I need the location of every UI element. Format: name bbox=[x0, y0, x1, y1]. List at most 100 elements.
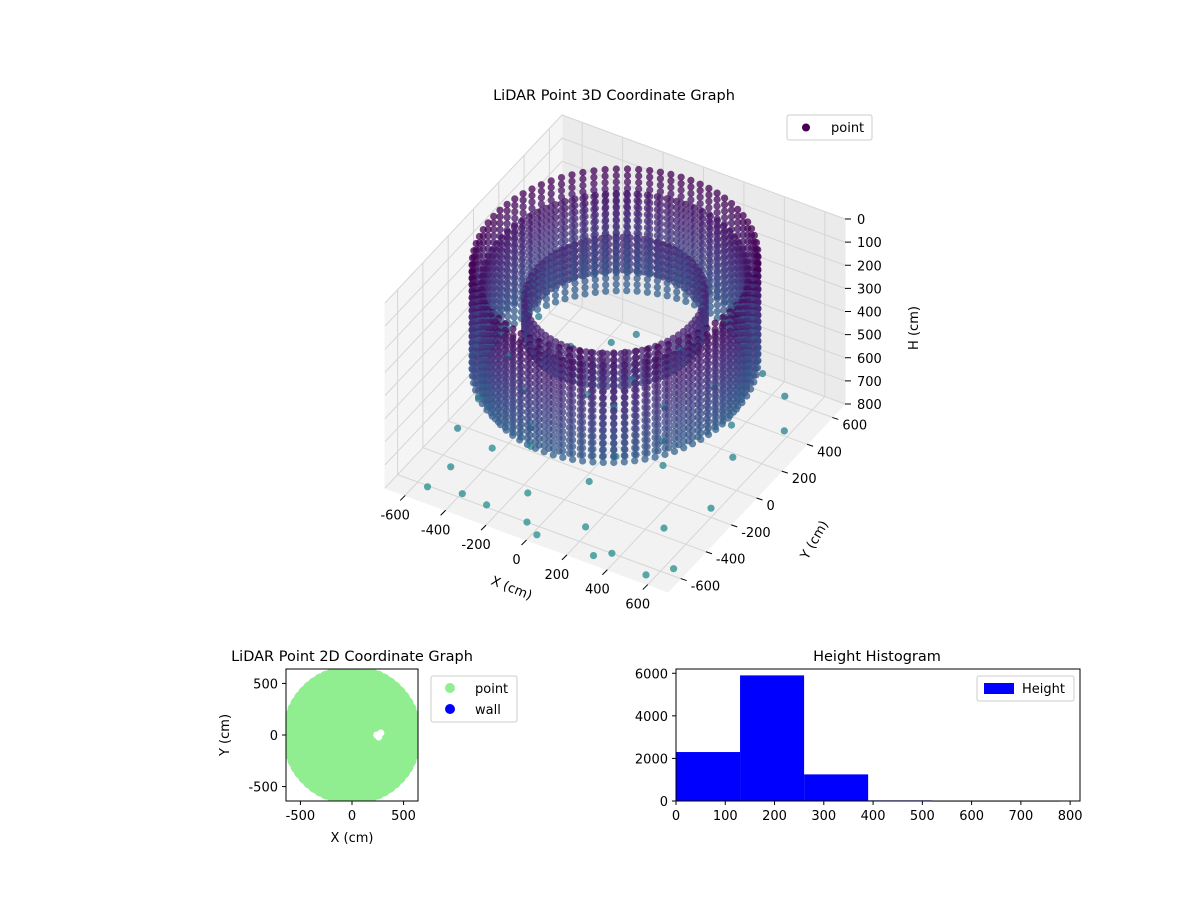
chart-3d-point bbox=[579, 457, 587, 465]
chart-3d-point bbox=[697, 435, 705, 443]
chart-3d-point bbox=[528, 198, 536, 206]
chart-3d-point bbox=[470, 247, 478, 255]
chart-3d-point bbox=[621, 433, 629, 441]
chart-3d-point bbox=[633, 281, 641, 289]
chart-3d-point bbox=[590, 180, 598, 188]
chart-3d-point bbox=[598, 427, 607, 435]
chart-3d-point bbox=[754, 246, 762, 254]
chart-3d-point bbox=[496, 219, 504, 227]
chart-3d-xtick-label: -200 bbox=[461, 538, 491, 553]
chart-3d-point bbox=[602, 274, 610, 282]
chart-histogram-legend-box bbox=[976, 675, 1075, 702]
chart-3d-point bbox=[687, 183, 695, 191]
chart-3d-legend: point bbox=[786, 114, 873, 141]
chart-3d-point bbox=[589, 362, 597, 370]
chart-3d-point bbox=[603, 356, 611, 364]
chart-2d-plot: -500 0 500 -500 0 500 bbox=[248, 668, 419, 824]
chart-3d-point bbox=[564, 269, 573, 277]
chart-3d-point bbox=[667, 222, 675, 230]
chart-3d-point bbox=[654, 427, 662, 435]
chart-3d-point bbox=[654, 414, 662, 422]
chart-3d-point bbox=[610, 446, 618, 454]
chart-3d-point bbox=[623, 274, 631, 282]
chart-histogram-bar bbox=[740, 675, 805, 801]
chart-3d-point bbox=[670, 396, 679, 404]
chart-3d-point bbox=[601, 166, 609, 174]
chart-2d-legend-label-wall: wall bbox=[475, 703, 501, 718]
chart-3d-point bbox=[631, 361, 639, 369]
chart-3d-point bbox=[670, 415, 679, 423]
chart-3d-point bbox=[601, 217, 609, 225]
chart-3d-xtick bbox=[399, 495, 406, 501]
chart-3d-point bbox=[555, 389, 563, 397]
chart-3d-point bbox=[612, 280, 620, 288]
chart-3d-point bbox=[621, 445, 629, 454]
chart-3d-point bbox=[602, 281, 610, 289]
chart-3d-ztick-label: 800 bbox=[857, 398, 882, 413]
chart-3d-point bbox=[555, 415, 563, 423]
chart-2d-markers bbox=[286, 669, 418, 801]
chart-histogram-legend: Height bbox=[976, 675, 1075, 702]
chart-3d-point bbox=[576, 393, 584, 401]
chart-2d-legend-marker-wall bbox=[445, 704, 455, 714]
chart-3d-point bbox=[590, 173, 598, 181]
chart-3d-ytick-label: 600 bbox=[842, 418, 867, 433]
chart-3d-point bbox=[667, 229, 675, 237]
chart-3d-point bbox=[624, 349, 633, 357]
chart-histogram-xtick-label: 600 bbox=[959, 809, 984, 824]
chart-3d-axes: -600-400-2000200400600-600-400-200020040… bbox=[380, 213, 881, 613]
chart-2d-ytick-label: 500 bbox=[253, 677, 278, 692]
chart-3d-point bbox=[781, 392, 789, 400]
chart-3d-point bbox=[624, 355, 633, 363]
chart-3d-point bbox=[739, 212, 747, 220]
chart-3d-point bbox=[713, 208, 721, 217]
chart-3d-point bbox=[576, 399, 584, 407]
chart-3d-point bbox=[528, 191, 536, 200]
chart-3d-point bbox=[566, 430, 574, 438]
chart-3d-point bbox=[542, 295, 550, 303]
chart-3d-point bbox=[598, 401, 607, 409]
chart-3d-point bbox=[589, 355, 597, 363]
chart-3d-point bbox=[659, 273, 667, 281]
chart-3d-point bbox=[542, 301, 550, 309]
chart-3d-point bbox=[632, 425, 640, 433]
chart-3d-point bbox=[623, 165, 632, 173]
chart-3d-point bbox=[621, 426, 629, 434]
chart-3d-ylabel: Y (cm) bbox=[797, 518, 832, 563]
chart-3d-point bbox=[667, 196, 675, 204]
chart-2d-point bbox=[383, 731, 400, 748]
chart-3d-point bbox=[612, 204, 620, 212]
chart-3d-point bbox=[537, 200, 546, 208]
chart-3d-point bbox=[690, 243, 699, 251]
chart-3d-point bbox=[587, 420, 595, 428]
chart-3d-point bbox=[638, 346, 646, 354]
chart-3d-ztick-label: 400 bbox=[857, 306, 882, 321]
chart-3d-point bbox=[663, 279, 671, 287]
chart-3d-point bbox=[576, 432, 584, 440]
chart-3d-point bbox=[739, 224, 747, 233]
chart-2d-point bbox=[342, 725, 362, 745]
chart-3d-point bbox=[669, 341, 677, 349]
chart-3d-point bbox=[566, 378, 574, 386]
chart-3d-point bbox=[612, 274, 620, 282]
chart-3d-point bbox=[670, 565, 678, 573]
chart-3d-point bbox=[607, 338, 615, 347]
chart-3d-point bbox=[705, 184, 713, 192]
chart-3d-point bbox=[677, 193, 685, 201]
chart-3d-point bbox=[664, 412, 673, 420]
chart-3d-point bbox=[610, 458, 618, 467]
chart-3d-point bbox=[576, 419, 584, 427]
chart-3d-point bbox=[503, 220, 511, 228]
chart-3d-point bbox=[690, 301, 699, 309]
chart-3d-point bbox=[576, 386, 584, 394]
chart-3d-point bbox=[734, 205, 742, 213]
chart-3d-point bbox=[571, 279, 579, 287]
chart-3d-point bbox=[555, 447, 563, 455]
chart-3d-point bbox=[533, 531, 541, 539]
chart-3d-point bbox=[587, 400, 595, 408]
chart-3d-point bbox=[533, 208, 542, 216]
chart-3d-point bbox=[664, 437, 673, 446]
chart-3d-point bbox=[664, 444, 673, 452]
chart-3d-point bbox=[571, 292, 579, 300]
chart-3d-point bbox=[568, 184, 576, 192]
